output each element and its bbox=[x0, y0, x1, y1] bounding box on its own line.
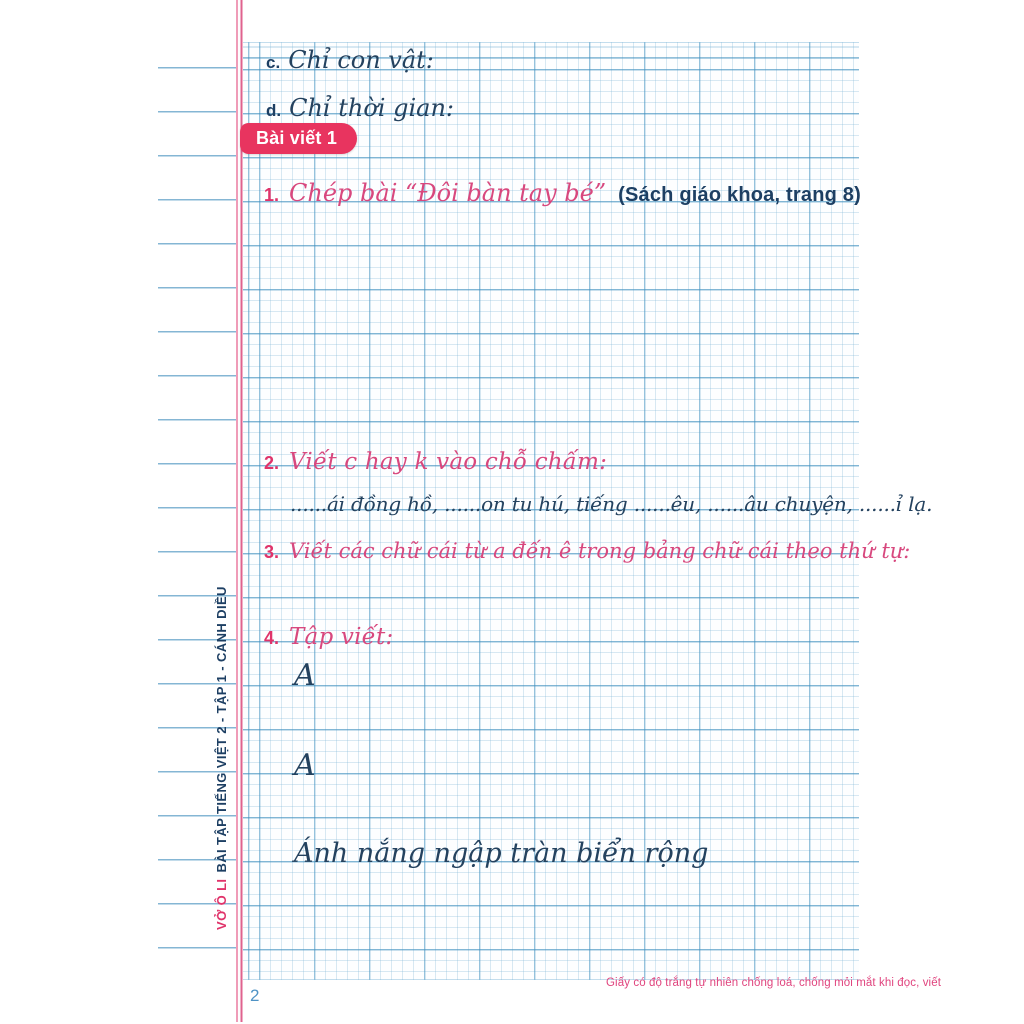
section-number: 3. bbox=[264, 542, 280, 562]
section-1-row: 1. Chép bài “Đôi bàn tay bé” (Sách giáo … bbox=[264, 179, 861, 207]
section-title: Viết các chữ cái từ a đến ê trong bảng c… bbox=[289, 539, 911, 563]
paper-quality-note: Giấy có độ trắng tự nhiên chống loá, chố… bbox=[606, 977, 942, 989]
spine-margin-line bbox=[236, 0, 244, 1022]
item-text: Chỉ con vật: bbox=[288, 46, 434, 74]
section-4-row: 4. Tập viết: bbox=[264, 624, 393, 650]
section-2-row: 2. Viết c hay k vào chỗ chấm: bbox=[264, 449, 607, 475]
fill-in-blanks-line: ......ái đồng hồ, ......on tu hú, tiếng … bbox=[290, 492, 933, 516]
practice-sentence: Ánh nắng ngập tràn biển rộng bbox=[294, 838, 709, 869]
section-number: 2. bbox=[264, 453, 280, 473]
page-number: 2 bbox=[250, 986, 260, 1005]
section-3-row: 3. Viết các chữ cái từ a đến ê trong bản… bbox=[264, 539, 910, 563]
section-number: 1. bbox=[264, 185, 280, 205]
item-letter: d. bbox=[266, 101, 282, 120]
textbook-reference: (Sách giáo khoa, trang 8) bbox=[618, 184, 861, 206]
word-item-c: c. Chỉ con vật: bbox=[266, 46, 434, 74]
spine-brand-text: VỞ Ô LI bbox=[214, 878, 229, 930]
section-title: Chép bài “Đôi bàn tay bé” bbox=[289, 179, 607, 207]
section-title: Tập viết: bbox=[289, 624, 394, 650]
spine-series-text: BÀI TẬP TIẾNG VIỆT 2 - TẬP 1 - CÁNH DIỀU bbox=[214, 586, 229, 873]
grid-paper-background bbox=[243, 42, 859, 980]
practice-letter-1: A bbox=[294, 658, 316, 693]
section-title: Viết c hay k vào chỗ chấm: bbox=[289, 449, 608, 475]
word-item-d: d. Chỉ thời gian: bbox=[266, 94, 454, 122]
practice-letter-2: A bbox=[294, 748, 316, 783]
item-text: Chỉ thời gian: bbox=[289, 94, 454, 122]
section-number: 4. bbox=[264, 628, 280, 648]
item-letter: c. bbox=[266, 53, 281, 72]
left-margin-ruled-lines bbox=[158, 67, 238, 955]
section-badge: Bài viết 1 bbox=[240, 123, 358, 154]
spine-title: VỞ Ô LI BÀI TẬP TIẾNG VIỆT 2 - TẬP 1 - CÁ… bbox=[214, 586, 229, 930]
